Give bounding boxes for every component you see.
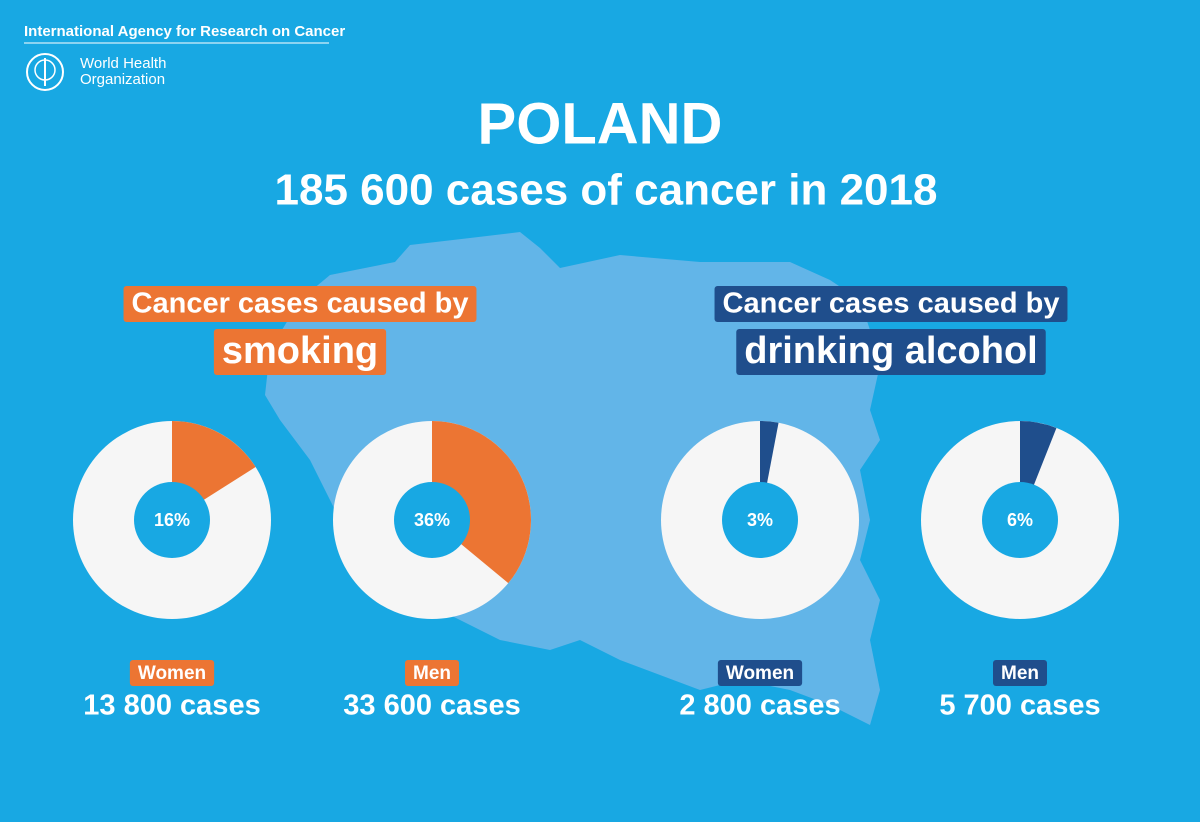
group-label: Cancer cases caused by <box>132 288 469 320</box>
value-label: 3% <box>747 510 773 530</box>
chart-subtitle: 13 800 cases <box>83 690 260 722</box>
group-highlight-box <box>736 329 1046 375</box>
donut-hole <box>394 482 470 558</box>
chart-subtitle: 5 700 cases <box>939 690 1100 722</box>
group-highlight-box <box>213 329 387 375</box>
chart-title-box <box>717 660 803 686</box>
chart-title-box <box>993 660 1047 686</box>
who-name: World Health <box>80 55 166 72</box>
org-name: International Agency for Research on Can… <box>24 23 345 40</box>
donut-slice <box>432 421 531 584</box>
title: POLAND <box>478 91 723 156</box>
group-label: Cancer cases caused by <box>723 288 1060 320</box>
chart-subtitle: 33 600 cases <box>343 690 520 722</box>
chart-title: Men <box>413 663 451 684</box>
value-label: 16% <box>154 510 190 530</box>
who-name: Organization <box>80 71 165 88</box>
chart-title: Men <box>1001 663 1039 684</box>
donut-hole <box>134 482 210 558</box>
chart-title-box <box>405 660 459 686</box>
who-logo <box>26 53 64 91</box>
value-label: 6% <box>1007 510 1033 530</box>
group-label-box <box>123 286 477 322</box>
donut-hole <box>722 482 798 558</box>
subtitle: 185 600 cases of cancer in 2018 <box>275 166 938 215</box>
group-label-box <box>714 286 1068 322</box>
chart-title: Women <box>726 663 794 684</box>
chart-title: Women <box>138 663 206 684</box>
chart-title-box <box>129 660 215 686</box>
value-label: 36% <box>414 510 450 530</box>
group-highlight: drinking alcohol <box>744 330 1037 372</box>
donut-hole <box>982 482 1058 558</box>
group-highlight: smoking <box>222 330 378 372</box>
chart-subtitle: 2 800 cases <box>679 690 840 722</box>
